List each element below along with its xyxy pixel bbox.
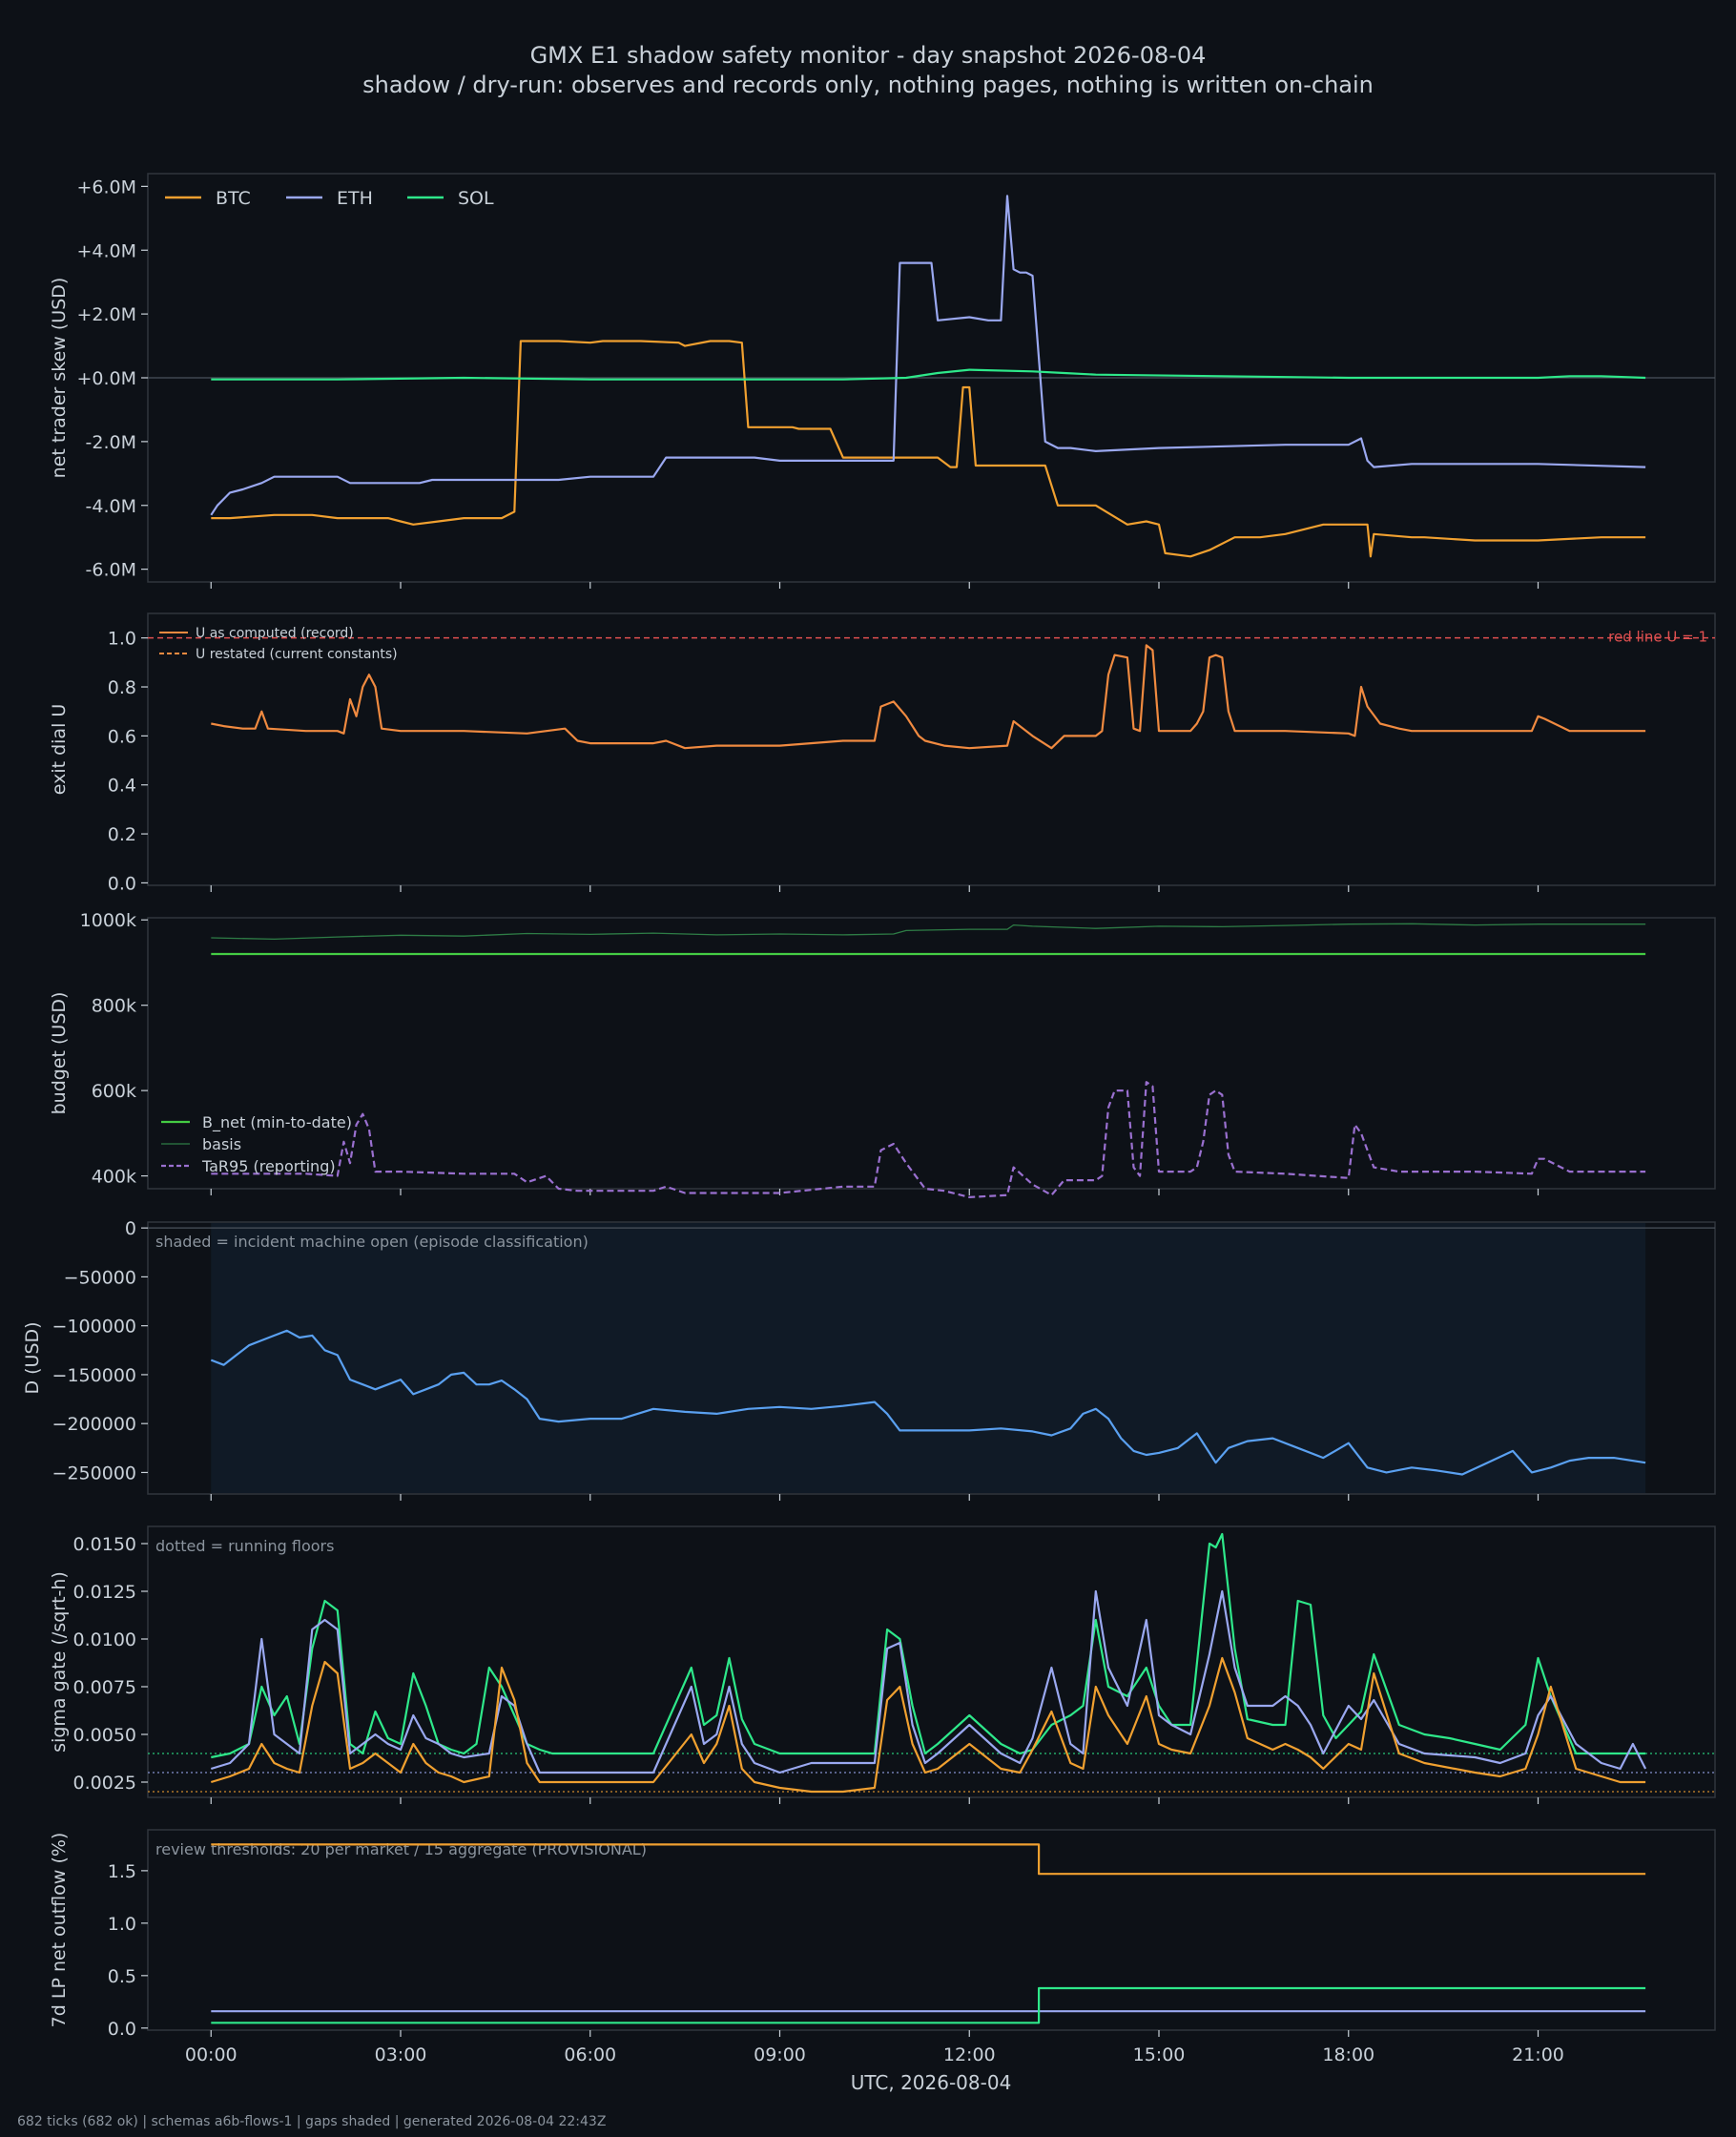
y-axis-label-exitdial: exit dial U — [49, 704, 70, 796]
series-line-drawdown-d — [210, 1329, 1646, 1476]
y-tick-label-sigma: 0.0150 — [73, 1534, 136, 1555]
legend-label-sol: SOL — [458, 188, 494, 209]
y-tick-label-budget: 600k — [92, 1081, 136, 1102]
y-tick-label-skew: -4.0M — [86, 496, 136, 517]
y-tick-label-drawdown: 0 — [125, 1218, 136, 1239]
x-axis-label: UTC, 2026-08-04 — [851, 2071, 1012, 2094]
red-line-label: red line U = 1 — [1608, 629, 1707, 646]
shade-region-drawdown — [211, 1223, 1646, 1493]
y-tick-label-skew: -2.0M — [86, 432, 136, 453]
y-tick-label-skew: +6.0M — [76, 176, 136, 197]
x-tick-label: 18:00 — [1322, 2044, 1374, 2065]
y-tick-label-lpoutflow: 0.0 — [108, 2019, 136, 2040]
series-line-skew-btc — [211, 340, 1646, 558]
y-tick-label-drawdown: −250000 — [52, 1463, 136, 1483]
y-tick-label-lpoutflow: 1.0 — [108, 1914, 136, 1935]
panel-lpoutflow: 0.0 0.5 1.0 1.5 7d LP net outflow (%) review … — [49, 1829, 1716, 2040]
x-tick-label: 12:00 — [943, 2044, 996, 2065]
y-tick-label-sigma: 0.0050 — [73, 1725, 136, 1746]
panel-sigma: 0.0025 0.0050 0.0075 0.0100 0.0125 0.0150sigm… — [49, 1525, 1716, 1804]
y-tick-label-drawdown: −150000 — [52, 1365, 136, 1386]
series-line-skew-eth — [210, 195, 1646, 516]
y-tick-label-sigma: 0.0125 — [73, 1582, 136, 1603]
x-tick-label: 21:00 — [1512, 2044, 1564, 2065]
y-tick-label-lpoutflow: 1.5 — [108, 1861, 136, 1882]
y-tick-label-skew: +4.0M — [76, 240, 136, 261]
y-tick-label-exitdial: 1.0 — [108, 629, 136, 650]
y-tick-label-exitdial: 0.4 — [108, 776, 136, 797]
y-axis-label-budget: budget (USD) — [49, 992, 70, 1115]
legend-label-exitdial-0: U as computed (record) — [196, 626, 354, 641]
legend-label-eth: ETH — [337, 188, 373, 209]
y-axis-label-skew: net trader skew (USD) — [49, 278, 70, 479]
annotation-lpoutflow: review thresholds: 20 per market / 15 ag… — [155, 1840, 647, 1858]
legend-label-exitdial-1: U restated (current constants) — [196, 647, 398, 662]
legend-label-btc: BTC — [216, 188, 251, 209]
y-tick-label-lpoutflow: 0.5 — [108, 1966, 136, 1987]
series-line-lpoutflow-btc — [211, 1843, 1646, 1876]
footer-status: 682 ticks (682 ok) | schemas a6b-flows-1… — [17, 2114, 606, 2129]
annotation-drawdown: shaded = incident machine open (episode … — [155, 1233, 589, 1251]
y-axis-label-lpoutflow: 7d LP net outflow (%) — [49, 1833, 70, 2028]
y-tick-label-exitdial: 0.8 — [108, 677, 136, 698]
x-tick-label: 06:00 — [564, 2044, 616, 2065]
y-tick-label-drawdown: −100000 — [52, 1317, 136, 1338]
panel-frame-exitdial — [147, 612, 1716, 886]
y-tick-label-budget: 800k — [92, 996, 136, 1017]
y-tick-label-skew: -6.0M — [86, 560, 136, 581]
annotation-sigma: dotted = running floors — [155, 1537, 334, 1555]
series-line-sigma-btc — [210, 1656, 1646, 1794]
series-line-lpoutflow-sol — [211, 1986, 1646, 2024]
y-tick-label-drawdown: −50000 — [64, 1267, 136, 1288]
y-tick-label-exitdial: 0.6 — [108, 726, 136, 747]
y-tick-label-sigma: 0.0100 — [73, 1629, 136, 1650]
series-line-budget-tar — [211, 1081, 1646, 1199]
legend-label-budget-0: B_net (min-to-date) — [202, 1113, 352, 1132]
series-line-budget-basis — [211, 923, 1646, 941]
figure-subtitle: shadow / dry-run: observes and records o… — [362, 72, 1374, 98]
panel-frame-sigma — [147, 1525, 1716, 1798]
legend-label-budget-1: basis — [202, 1135, 241, 1153]
series-line-sigma-sol — [211, 1532, 1646, 1759]
y-axis-label-sigma: sigma gate (/sqrt-h) — [49, 1571, 70, 1753]
figure-title: GMX E1 shadow safety monitor - day snaps… — [530, 42, 1207, 69]
y-tick-label-drawdown: −200000 — [52, 1414, 136, 1435]
y-axis-label-drawdown: D (USD) — [22, 1321, 43, 1394]
series-line-sigma-eth — [210, 1589, 1647, 1774]
panel-exitdial: 0.0 0.2 0.4 0.6 0.8 1.0 exit dial U red line U … — [49, 612, 1716, 894]
x-tick-label: 03:00 — [375, 2044, 427, 2065]
y-tick-label-sigma: 0.0075 — [73, 1677, 136, 1698]
y-tick-label-budget: 1000k — [80, 910, 136, 931]
y-tick-label-sigma: 0.0025 — [73, 1773, 136, 1794]
y-tick-label-skew: +2.0M — [76, 304, 136, 325]
x-tick-label: 09:00 — [754, 2044, 806, 2065]
legend-label-budget-2: TaR95 (reporting) — [201, 1157, 336, 1175]
panel-frame-lpoutflow — [147, 1829, 1716, 2031]
series-line-exitdial-u — [211, 644, 1646, 750]
panel-skew: -6.0M -4.0M -2.0M +0.0M +2.0M +4.0M +6.0M net t… — [49, 173, 1716, 589]
panels-group: -6.0M -4.0M -2.0M +0.0M +2.0M +4.0M +6.0M net t… — [22, 173, 1716, 2065]
y-tick-label-exitdial: 0.2 — [108, 824, 136, 845]
panel-frame-budget — [147, 917, 1716, 1190]
series-line-skew-sol — [211, 368, 1646, 381]
panel-budget: 400k 600k 800k 1000k budget (USD) B_net (min-… — [49, 910, 1716, 1199]
x-tick-label: 00:00 — [185, 2044, 238, 2065]
y-tick-label-exitdial: 0.0 — [108, 873, 136, 894]
panel-drawdown: −250000 −200000 −150000 −100000 −50000 0 D (US… — [22, 1218, 1716, 1501]
y-tick-label-budget: 400k — [92, 1167, 136, 1188]
x-tick-label: 15:00 — [1133, 2044, 1186, 2065]
y-tick-label-skew: +0.0M — [76, 368, 136, 389]
